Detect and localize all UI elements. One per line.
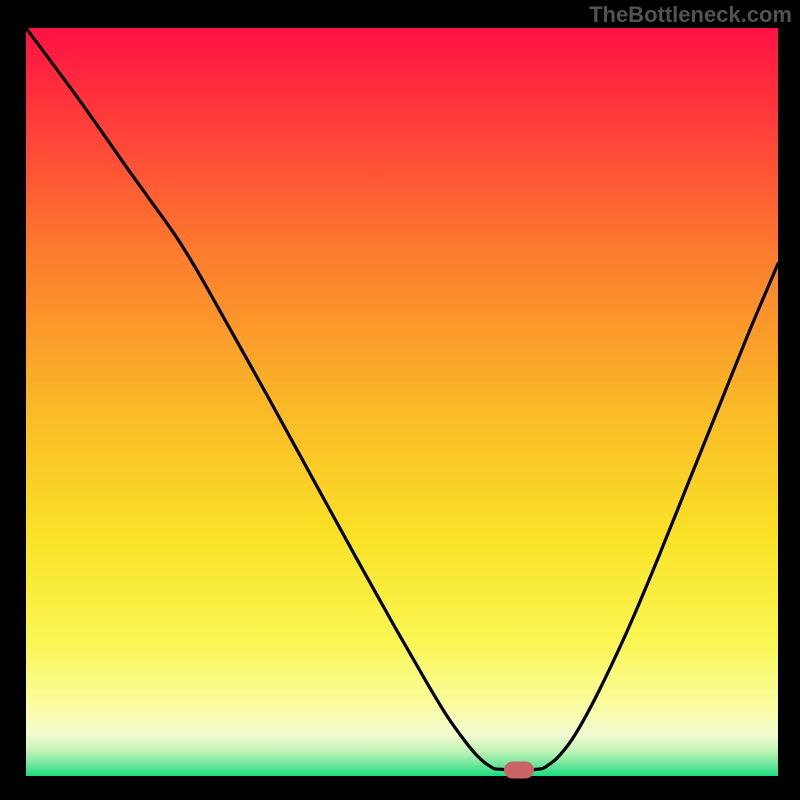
plot-area bbox=[26, 28, 778, 776]
bottleneck-chart: TheBottleneck.com bbox=[0, 0, 800, 800]
watermark-text: TheBottleneck.com bbox=[589, 2, 792, 28]
bottleneck-curve bbox=[26, 28, 778, 776]
optimal-point-marker bbox=[504, 761, 534, 778]
